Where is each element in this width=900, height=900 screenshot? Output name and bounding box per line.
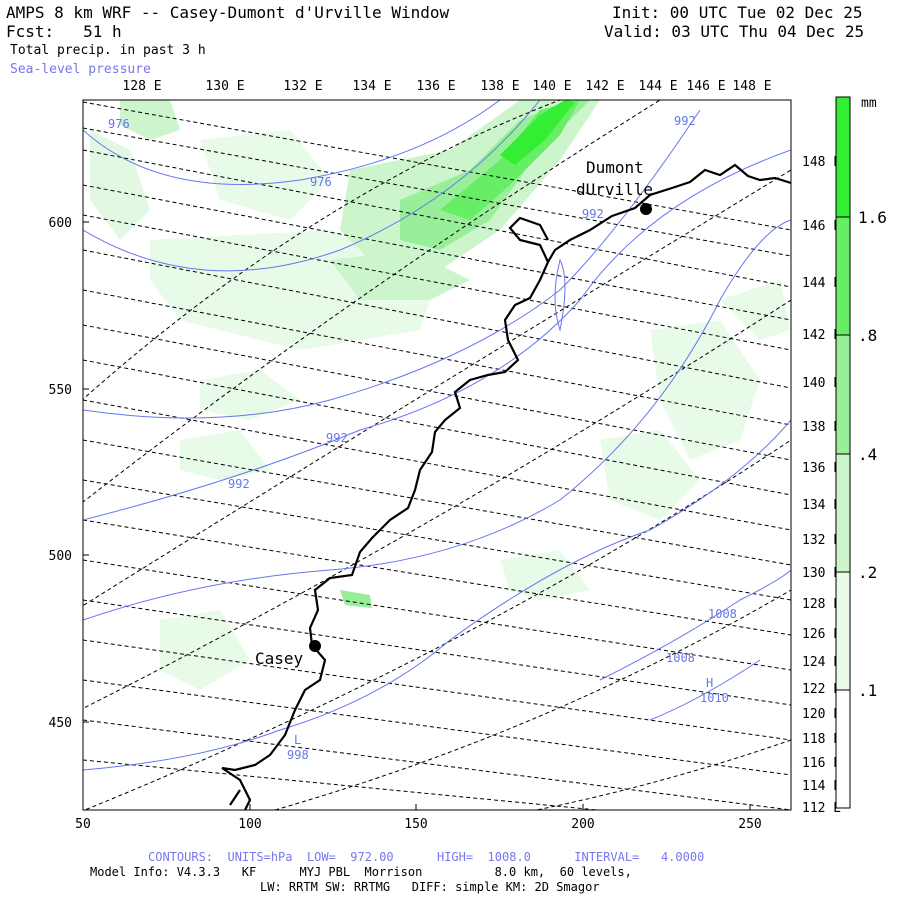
colorbar-band-0p8 [836,217,850,335]
colorbar-band-zero [836,690,850,808]
x-tick-label: 150 [404,817,427,832]
top-lon-label: 130 E [205,79,244,94]
colorbar-band-1p6 [836,97,850,217]
isobar-label: 1008 [708,607,737,621]
high-pressure-mark: H [706,676,713,690]
init-time: Init: 00 UTC Tue 02 Dec 25 [612,3,863,22]
right-lon-label: 124 E [802,655,841,670]
physics-info: LW: RRTM SW: RRTMG DIFF: simple KM: 2D S… [260,880,600,894]
right-lon-label: 132 E [802,533,841,548]
right-lon-label: 128 E [802,597,841,612]
colorbar-band-0p1 [836,572,850,690]
top-lon-label: 146 E [686,79,725,94]
y-tick-label: 450 [49,716,72,731]
right-lon-label: 118 E [802,732,841,747]
isobar-label: 992 [228,477,250,491]
top-lon-label: 140 E [532,79,571,94]
valid-time: Valid: 03 UTC Thu 04 Dec 25 [604,22,865,41]
right-lon-label: 138 E [802,420,841,435]
top-lon-label: 138 E [480,79,519,94]
casey-marker [309,640,321,652]
left-axis: 600 550 500 450 [49,216,89,731]
isobar-label: 992 [582,207,604,221]
isobar-labels: 976 976 992 992 992 992 1008 1008 1010 9… [108,114,737,762]
right-lon-label: 112 E [802,801,841,816]
plot-frame [82,99,792,811]
right-lon-label: 148 E [802,155,841,170]
right-lon-label: 136 E [802,461,841,476]
isobar-label: 976 [310,175,332,189]
right-lon-label: 134 E [802,498,841,513]
casey-label: Casey [255,649,304,668]
isobar-label: 976 [108,117,130,131]
y-tick-label: 550 [49,383,72,398]
precip-shading [90,100,790,690]
right-lon-label: 114 E [802,779,841,794]
isobar-label: 992 [674,114,696,128]
dumont-durville-label-2: dUrville [576,180,653,199]
dumont-durville-marker [640,203,652,215]
y-tick-label: 500 [49,549,72,564]
x-tick-label: 50 [75,817,91,832]
overlay-name: Sea-level pressure [10,62,151,77]
top-lon-label: 144 E [638,79,677,94]
top-axis: 128 E 130 E 132 E 134 E 136 E 138 E 140 … [122,79,771,94]
model-info: Model Info: V4.3.3 KF MYJ PBL Morrison 8… [90,865,632,879]
map-title: AMPS 8 km WRF -- Casey-Dumont d'Urville … [6,3,450,22]
colorbar-unit: mm [861,96,877,111]
low-pressure-mark: L [294,733,301,747]
graticule [83,100,791,810]
right-lon-label: 142 E [802,328,841,343]
top-lon-label: 134 E [352,79,391,94]
coastline [221,163,791,810]
y-tick-label: 600 [49,216,72,231]
x-tick-label: 250 [738,817,761,832]
right-axis: 148 E 146 E 144 E 142 E 140 E 138 E 136 … [802,155,841,816]
right-lon-label: 122 E [802,682,841,697]
x-tick-label: 100 [238,817,261,832]
forecast-hour: Fcst: 51 h [6,23,122,41]
isobar-label: 992 [326,431,348,445]
dumont-durville-label: Dumont [586,158,644,177]
right-lon-label: 120 E [802,707,841,722]
top-lon-label: 128 E [122,79,161,94]
top-lon-label: 148 E [732,79,771,94]
colorbar-band-0p2 [836,454,850,572]
top-lon-label: 136 E [416,79,455,94]
bottom-axis: 50 100 150 200 250 [75,804,762,832]
colorbar-label: .4 [858,445,877,464]
colorbar-label: .2 [858,563,877,582]
isobars [83,100,791,771]
isobar-label: 1010 [700,691,729,705]
colorbar-label: .8 [858,326,877,345]
right-lon-label: 130 E [802,566,841,581]
colorbar: mm 1.6 .8 .4 .2 .1 [835,96,887,809]
right-lon-label: 116 E [802,756,841,771]
fcst-value: 51 h [83,22,122,41]
colorbar-label: .1 [858,681,877,700]
colorbar-band-0p4 [836,335,850,454]
fcst-label: Fcst: [6,22,55,41]
top-lon-label: 132 E [283,79,322,94]
right-lon-label: 140 E [802,376,841,391]
isobar-label: 1008 [666,651,695,665]
colorbar-label: 1.6 [858,208,887,227]
x-tick-label: 200 [571,817,594,832]
right-lon-label: 126 E [802,627,841,642]
field-name: Total precip. in past 3 h [10,43,206,58]
top-lon-label: 142 E [585,79,624,94]
contour-info: CONTOURS: UNITS=hPa LOW= 972.00 HIGH= 10… [148,850,705,864]
right-lon-label: 146 E [802,219,841,234]
isobar-label: 998 [287,748,309,762]
right-lon-label: 144 E [802,276,841,291]
